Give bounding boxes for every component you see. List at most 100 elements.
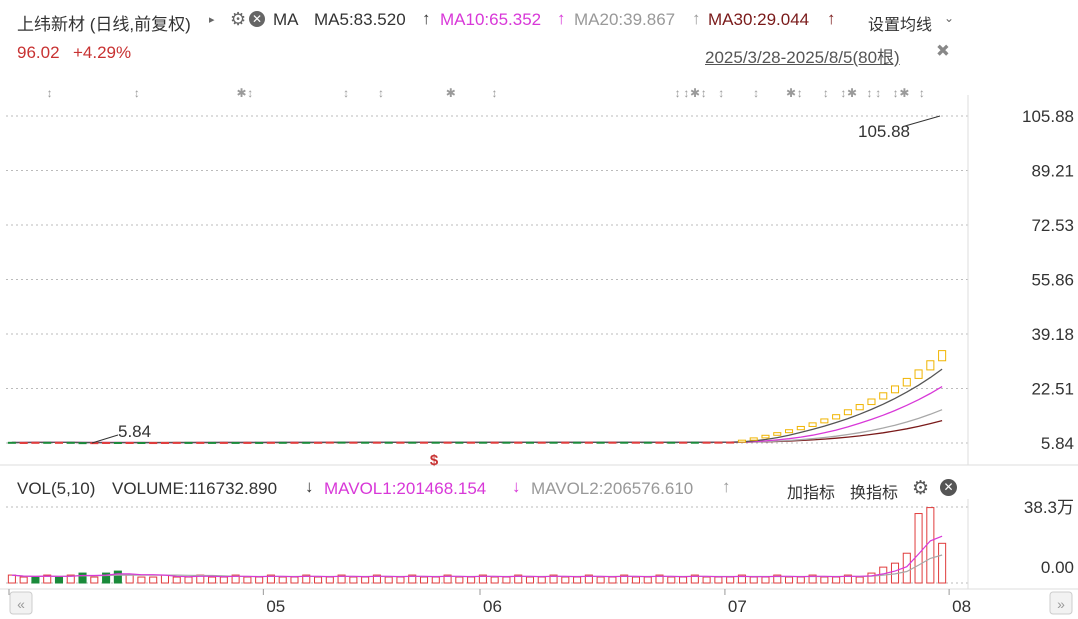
candle-body <box>761 434 770 439</box>
candle-body <box>243 441 252 444</box>
event-marker-icon: ↕ <box>701 86 707 100</box>
scroll-right-button[interactable] <box>1049 591 1073 615</box>
candle-body <box>290 441 299 444</box>
candle-body <box>914 369 923 379</box>
grid-lines <box>0 95 1078 466</box>
candle-body <box>561 441 570 444</box>
volume-bar <box>66 574 75 584</box>
volume-bar <box>43 574 52 584</box>
vol-tick-label: 38.3万 <box>1024 499 1074 517</box>
candle-body <box>102 441 111 444</box>
candle-body <box>737 439 746 443</box>
volume-bar <box>19 576 28 584</box>
candle-body <box>702 441 711 444</box>
ma-settings-button[interactable]: 设置均线 <box>868 17 933 34</box>
volume-bar <box>231 574 240 584</box>
volume-arrow-icon: ↓ <box>305 477 314 496</box>
candle-body <box>7 441 16 444</box>
candle-body <box>620 441 629 444</box>
candle-body <box>125 441 134 444</box>
volume-bar <box>278 576 287 584</box>
volume-bar <box>702 576 711 584</box>
y-tick-label: 55.86 <box>1031 271 1074 290</box>
volume-bar <box>537 576 546 584</box>
double-chevron-right-icon: » <box>1057 596 1065 612</box>
candle-body <box>455 441 464 444</box>
volume-bar <box>467 576 476 584</box>
event-marker-icon: ↕ <box>134 86 140 100</box>
y-tick-label: 22.51 <box>1031 380 1074 399</box>
chart-header: 上纬新材 (日线,前复权) ▸ ⚙ ✕ MA MA5:83.520 ↑ MA10… <box>0 0 1078 67</box>
expand-arrow-icon[interactable]: ▸ <box>209 14 215 26</box>
candle-body <box>337 441 346 444</box>
ma5-arrow-icon: ↑ <box>422 9 431 28</box>
close-icon[interactable]: ✕ <box>940 479 957 496</box>
event-marker-icon: ↕ <box>753 86 759 100</box>
event-marker-icon: ✱ <box>899 86 909 100</box>
volume-bar <box>761 576 770 584</box>
volume-bar <box>773 574 782 584</box>
candles[interactable] <box>7 350 947 445</box>
candle-body <box>231 441 240 444</box>
candle-body <box>490 441 499 444</box>
x-tick-label: 08 <box>952 597 971 616</box>
volume-bar <box>149 576 158 584</box>
candle-body <box>113 441 122 444</box>
x-axis: 0405060708«» <box>8 589 1073 616</box>
volume-bar <box>160 574 169 584</box>
candle-body <box>372 441 381 444</box>
chevron-down-icon[interactable]: ⌄ <box>944 11 955 25</box>
event-marker-icon: ↕ <box>378 86 384 100</box>
switch-indicator-button[interactable]: 换指标 <box>850 485 899 502</box>
candle-body <box>785 429 794 434</box>
date-range[interactable]: 2025/3/28-2025/8/5(80根) <box>705 48 900 67</box>
volume-bar <box>561 576 570 584</box>
volume-bar <box>478 574 487 584</box>
volume-bar <box>443 574 452 584</box>
ma10-line <box>11 386 943 444</box>
candle-body <box>549 441 558 444</box>
candle-body <box>690 441 699 444</box>
current-price: 96.02 <box>17 43 60 62</box>
volume-bar <box>785 576 794 584</box>
candle-body <box>643 441 652 444</box>
volume-bar <box>325 576 334 584</box>
volume-bar <box>655 574 664 584</box>
candle-body <box>514 441 523 444</box>
candle-body <box>431 441 440 444</box>
scroll-left-button[interactable] <box>9 591 33 615</box>
candle-body <box>667 441 676 444</box>
candle-body <box>478 441 487 444</box>
candle-body <box>808 422 817 427</box>
candlestick-chart[interactable]: ↕ ↕ ✱ ↕ ↕ ↕ ✱ ↕ ↕ ↕ ✱ ↕ ↕ ↕ ✱ ↕ ↕ ↕ ✱ ↕ ↕ ↕ ✱ ↕ 105.8889.2172.5… <box>0 0 1078 470</box>
volume-chart[interactable]: 38.3万0.00 0405060708«» <box>0 499 1078 619</box>
y-tick-label: 39.18 <box>1031 325 1074 344</box>
candle-body <box>443 441 452 444</box>
candle-body <box>184 441 193 444</box>
candle-body <box>525 441 535 444</box>
event-marker-icon: ↕ <box>919 86 925 100</box>
close-icon[interactable]: ✕ <box>249 11 265 27</box>
volume-bar <box>914 513 923 584</box>
gear-icon[interactable]: ⚙ <box>912 478 930 499</box>
add-indicator-button[interactable]: 加指标 <box>787 485 836 502</box>
volume-bar <box>832 576 841 584</box>
volume-bar <box>525 576 535 584</box>
volume-bar <box>113 570 122 584</box>
volume-bars[interactable] <box>7 507 947 584</box>
volume-bar <box>302 574 311 584</box>
candle-body <box>655 441 664 444</box>
gear-icon[interactable]: ⚙ <box>230 9 247 29</box>
sell-signal-icon: $ <box>430 452 439 469</box>
event-marker-icon: ↕ <box>675 86 681 100</box>
candle-body <box>266 441 275 444</box>
volume-bar <box>608 576 617 584</box>
x-tick-label: 05 <box>266 597 285 616</box>
ma5-value: MA5:83.520 <box>314 10 406 29</box>
volume-bar <box>749 576 758 584</box>
event-markers[interactable]: ↕ ↕ ✱ ↕ ↕ ↕ ✱ ↕ ↕ ↕ ✱ ↕ ↕ ↕ ✱ ↕ ↕ ↕ ✱ ↕ ↕ ↕ ✱ ↕ <box>47 86 925 100</box>
candle-body <box>867 398 876 406</box>
y-axis: 105.88 89.21 72.53 55.86 39.18 22.51 5.84 <box>1022 107 1074 453</box>
volume-bar <box>737 574 746 584</box>
candle-body <box>502 441 511 444</box>
